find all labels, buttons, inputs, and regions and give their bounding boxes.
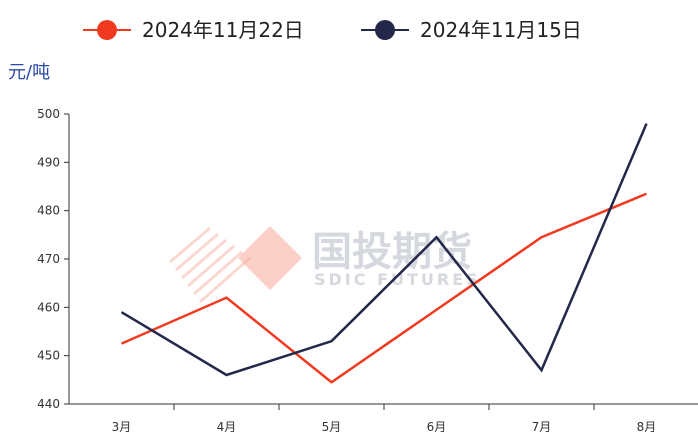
y-tick-label: 480 xyxy=(37,204,60,218)
y-tick-label: 500 xyxy=(37,107,60,121)
legend-item-series-1: 2024年11月22日 xyxy=(83,18,304,42)
legend: 2024年11月22日 2024年11月15日 xyxy=(83,18,582,42)
legend-label-series-2: 2024年11月15日 xyxy=(420,18,582,42)
x-tick-label: 4月 xyxy=(217,420,237,434)
y-tick-label: 460 xyxy=(37,300,60,314)
watermark: 国投期货 SDIC FUTURES xyxy=(169,226,481,304)
legend-label-series-1: 2024年11月22日 xyxy=(142,18,304,42)
legend-marker-series-1 xyxy=(97,20,117,40)
x-ticks: 3月 4月 5月 6月 7月 8月 xyxy=(112,404,657,434)
watermark-logo-diamond xyxy=(238,226,302,290)
y-tick-label: 470 xyxy=(37,252,60,266)
y-ticks: 440 450 460 470 480 490 500 xyxy=(37,107,69,411)
legend-marker-series-2 xyxy=(375,20,395,40)
legend-item-series-2: 2024年11月15日 xyxy=(361,18,582,42)
x-tick-label: 6月 xyxy=(427,420,447,434)
x-tick-label: 3月 xyxy=(112,420,132,434)
watermark-name-en: SDIC FUTURES xyxy=(314,270,481,289)
x-tick-label: 7月 xyxy=(532,420,552,434)
watermark-logo-stripes xyxy=(169,226,251,304)
y-tick-label: 440 xyxy=(37,397,60,411)
x-tick-label: 5月 xyxy=(322,420,342,434)
series-line-1 xyxy=(120,192,647,384)
y-axis-unit-label: 元/吨 xyxy=(8,62,50,83)
watermark-name-cn: 国投期货 xyxy=(312,229,472,275)
series-line-2 xyxy=(120,123,648,377)
y-tick-label: 490 xyxy=(37,155,60,169)
series-layer xyxy=(120,123,648,384)
x-tick-label: 8月 xyxy=(637,420,657,434)
y-tick-label: 450 xyxy=(37,349,60,363)
